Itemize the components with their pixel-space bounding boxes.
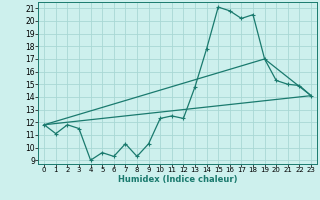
- X-axis label: Humidex (Indice chaleur): Humidex (Indice chaleur): [118, 175, 237, 184]
